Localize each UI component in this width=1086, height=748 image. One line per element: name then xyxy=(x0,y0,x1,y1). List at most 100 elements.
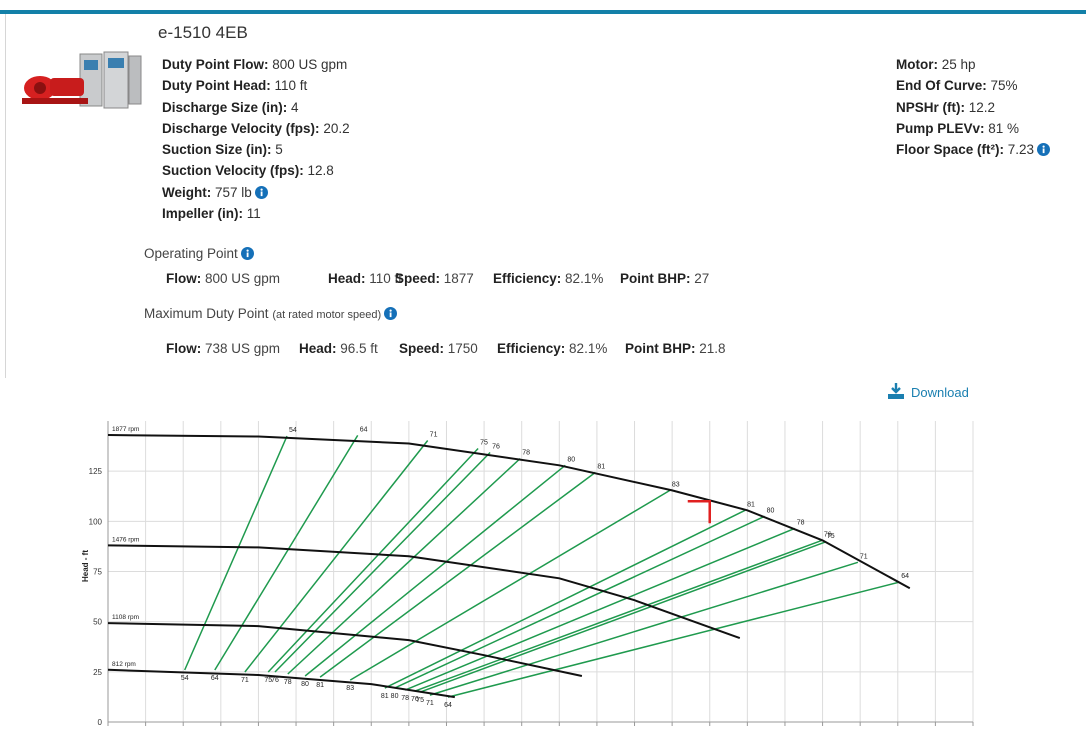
item-value: 82.1% xyxy=(565,271,604,286)
speed-curve xyxy=(107,544,741,640)
item-value: 96.5 ft xyxy=(340,341,378,356)
speed-curve xyxy=(107,622,583,677)
info-icon[interactable] xyxy=(240,247,254,260)
spec-value: 5 xyxy=(275,142,283,158)
product-title: e-1510 4EB xyxy=(158,23,248,42)
spec-label: Suction Size (in): xyxy=(162,142,272,158)
item-value: 1750 xyxy=(447,341,478,356)
efficiency-label: 54 xyxy=(289,427,297,434)
efficiency-label: 80 xyxy=(567,456,575,463)
spec: Discharge Velocity (fps): 20.2 xyxy=(162,118,350,139)
efficiency-line xyxy=(287,457,521,675)
efficiency-label: 76 xyxy=(492,444,500,451)
efficiency-label: 80 xyxy=(301,681,309,688)
spec-value: 75% xyxy=(990,78,1018,94)
efficiency-label: 80 xyxy=(767,507,775,514)
spec-label: Weight: xyxy=(162,184,212,200)
efficiency-label: 78 xyxy=(284,679,292,686)
spec-value: 7.23 xyxy=(1007,142,1035,158)
info-icon[interactable] xyxy=(1037,143,1051,157)
item-label: Flow: xyxy=(166,271,202,286)
spec-label: Duty Point Head: xyxy=(162,78,271,94)
item-label: Point BHP: xyxy=(620,271,691,286)
efficiency-label: 80 xyxy=(391,693,399,700)
efficiency-label: 75 xyxy=(827,533,835,540)
speed-label: 1877 rpm xyxy=(112,426,139,433)
section-title: Operating Point xyxy=(144,246,254,261)
spec-value: 12.2 xyxy=(968,99,996,115)
y-tick-label: 25 xyxy=(93,668,102,677)
spec-value: 81 % xyxy=(988,120,1020,136)
efficiency-line xyxy=(394,515,765,689)
speed-label: 1108 rpm xyxy=(112,614,139,621)
spec: Discharge Size (in): 4 xyxy=(162,97,350,118)
efficiency-line xyxy=(349,489,671,681)
efficiency-label: 64 xyxy=(901,573,909,580)
item-label: Head: xyxy=(299,341,337,356)
efficiency-label: 83 xyxy=(346,685,354,692)
efficiency-label: 76 xyxy=(824,531,832,538)
item-value: 1877 xyxy=(443,271,474,286)
efficiency-label: 81 xyxy=(597,463,605,470)
spec: Weight: 757 lb xyxy=(162,182,350,203)
efficiency-label: 54 xyxy=(181,675,189,682)
spec-value: 11 xyxy=(246,206,261,222)
speed-label: 1476 rpm xyxy=(112,536,139,543)
info-icon[interactable] xyxy=(254,185,268,199)
item: Point BHP: 27 xyxy=(620,271,709,286)
download-icon xyxy=(888,383,904,399)
item-label: Point BHP: xyxy=(625,341,696,356)
spec-label: Motor: xyxy=(896,57,938,72)
spec: NPSHr (ft): 12.2 xyxy=(896,97,1050,118)
efficiency-line xyxy=(214,435,359,671)
efficiency-line xyxy=(404,527,795,691)
spec: Duty Point Head: 110 ft xyxy=(162,75,350,96)
efficiency-line xyxy=(384,509,746,689)
efficiency-label: 71 xyxy=(241,677,249,684)
spec-label: Discharge Velocity (fps): xyxy=(162,120,320,136)
spec: Floor Space (ft²): 7.23 xyxy=(896,139,1051,160)
efficiency-label: 71 xyxy=(860,553,868,560)
spec-value: 12.8 xyxy=(307,163,334,179)
spec: Suction Size (in): 5 xyxy=(162,139,350,160)
efficiency-line xyxy=(419,541,826,693)
efficiency-label: 75 xyxy=(480,439,488,446)
spec-value: 757 lb xyxy=(215,184,252,200)
y-tick-label: 75 xyxy=(93,568,102,577)
item-label: Efficiency: xyxy=(493,271,562,286)
y-tick-label: 0 xyxy=(98,718,103,727)
spec-value: 4 xyxy=(291,99,299,115)
item: Head: 110 ft xyxy=(328,271,402,286)
efficiency-line xyxy=(447,581,900,698)
top-bar xyxy=(0,10,1086,14)
spec-label: Floor Space (ft²): xyxy=(896,142,1004,158)
efficiency-line xyxy=(274,451,491,673)
y-axis-label: Head - ft xyxy=(81,550,90,582)
efficiency-label: 81 xyxy=(381,693,389,700)
efficiency-label: 76 xyxy=(411,696,419,703)
item-value: 110 ft xyxy=(369,271,403,286)
spec-label: Discharge Size (in): xyxy=(162,99,288,115)
item-value: 738 US gpm xyxy=(205,341,281,356)
spec: Duty Point Flow: 800 US gpm xyxy=(162,54,350,75)
download-button[interactable]: Download xyxy=(887,382,969,400)
speed-label: 812 rpm xyxy=(112,661,136,668)
info-icon[interactable] xyxy=(384,307,398,320)
section-title-text: Operating Point xyxy=(144,246,238,261)
product-image xyxy=(22,51,142,109)
specs-right: Motor: 25 hp End Of Curve: 75% NPSHr (ft… xyxy=(896,54,1051,160)
efficiency-line xyxy=(319,471,596,678)
item-value: 800 US gpm xyxy=(205,271,281,286)
spec: Pump PLEVv: 81 % xyxy=(896,118,1050,139)
speed-curve xyxy=(107,434,911,590)
efficiency-label: 64 xyxy=(360,426,368,433)
spec: Motor: 25 hp xyxy=(896,54,1050,75)
efficiency-label: 71 xyxy=(426,700,434,707)
specs-left: Duty Point Flow: 800 US gpm Duty Point H… xyxy=(162,54,350,224)
item-label: Flow: xyxy=(166,341,202,356)
spec-label: NPSHr (ft): xyxy=(896,99,965,115)
efficiency-label: 76 xyxy=(271,677,279,684)
efficiency-label: 78 xyxy=(522,450,530,457)
item-value: 82.1% xyxy=(569,341,608,356)
y-tick-label: 50 xyxy=(93,618,102,627)
